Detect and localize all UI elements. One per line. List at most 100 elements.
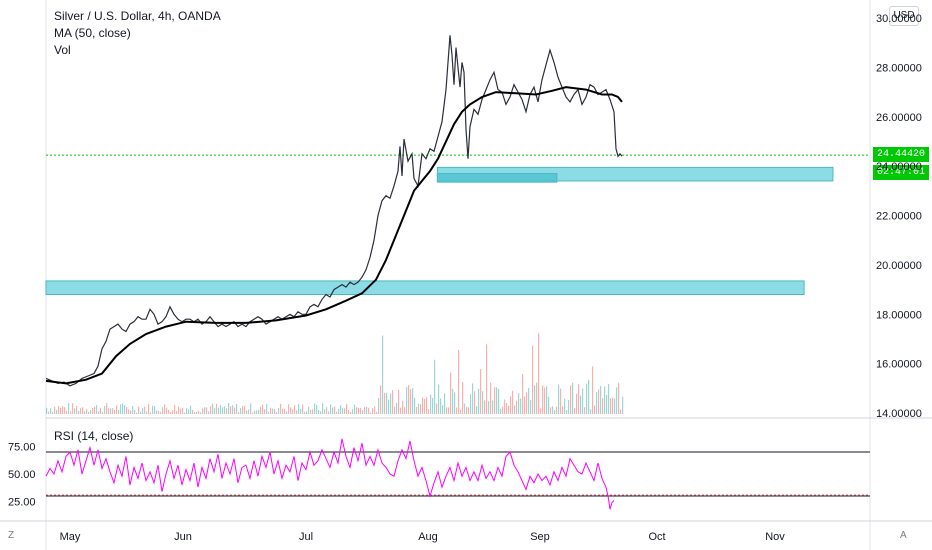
volume-bar [368,407,370,414]
volume-bar [322,403,324,414]
volume-bar [542,385,544,414]
volume-bar [246,410,248,414]
volume-bar [568,400,570,414]
volume-bar [134,409,136,414]
volume-bar [406,387,408,414]
rsi-series-line[interactable] [45,438,615,510]
volume-bar [324,409,326,414]
volume-bar [514,405,516,414]
volume-bar [474,391,476,414]
volume-bar [142,408,144,414]
ma-series-line[interactable] [45,86,623,385]
x-tick-label: Jul [299,531,313,543]
volume-bar [258,409,260,414]
volume-bar [174,404,176,414]
volume-bar [128,409,130,414]
volume-bar [532,345,534,414]
volume-bar [494,387,496,414]
volume-bar [106,403,108,414]
volume-bar [608,384,610,414]
volume-bar [148,403,150,414]
volume-bar [606,394,608,414]
volume-bar [408,385,410,414]
volume-bar [254,410,256,414]
volume-bar [152,405,154,414]
volume-bar [442,405,444,414]
volume-bar [284,408,286,414]
volume-bar [576,393,578,414]
x-tick-label: Aug [418,531,438,543]
ma-indicator-label[interactable]: MA (50, close) [54,26,131,40]
volume-bar [582,388,584,414]
volume-bar [536,382,538,414]
currency-button[interactable]: USD [889,6,919,26]
volume-bar [116,405,118,414]
volume-bar [126,407,128,414]
volume-bar [206,407,208,414]
volume-bar [508,405,510,414]
volume-bar [64,407,66,414]
volume-bar [540,408,542,414]
timezone-icon[interactable]: Z [8,530,15,541]
rsi-tick-label: 25.00 [8,497,36,509]
volume-bar [376,411,378,414]
volume-bar [364,407,366,414]
volume-bar [620,409,622,414]
volume-bar [318,409,320,414]
volume-bar [482,391,484,414]
volume-bar [538,333,540,414]
volume-bar [570,385,572,414]
volume-bar [488,401,490,414]
volume-bar [510,396,512,414]
volume-bar [352,409,354,414]
volume-bar [502,406,504,414]
x-tick-label: Oct [648,531,665,543]
volume-bar [370,412,372,414]
volume-bar [302,404,304,414]
volume-bar [268,411,270,414]
volume-bar [484,400,486,414]
volume-bar [374,406,376,414]
volume-bar [276,412,278,414]
support-zone[interactable] [45,280,805,295]
volume-bar [280,403,282,414]
volume-indicator-label[interactable]: Vol [54,43,71,57]
price-series-line[interactable] [45,35,623,387]
volume-bar [436,403,438,414]
volume-bar [356,407,358,414]
rsi-tick-label: 75.00 [8,442,36,454]
volume-bar [476,406,478,414]
volume-bar [98,411,100,414]
volume-bar [132,405,134,414]
volume-bar [262,404,264,414]
volume-bar [554,409,556,414]
volume-bar [50,408,52,414]
countdown-tag: 02:47:01 [873,165,929,180]
volume-bar [256,410,258,414]
volume-bar [176,410,178,414]
volume-bar [586,383,588,414]
y-tick-label: 28.00000 [876,62,922,74]
y-tick-label: 16.00000 [876,359,922,371]
auto-scale-icon[interactable]: A [900,530,907,541]
volume-bar [562,406,564,414]
volume-bar [450,372,452,414]
volume-bar [362,410,364,414]
volume-bar [404,407,406,414]
volume-bar [166,407,168,414]
volume-bar [196,411,198,414]
volume-bar [588,379,590,414]
volume-bar [600,386,602,414]
volume-bar [274,409,276,414]
volume-bar [264,409,266,414]
volume-bar [82,407,84,414]
volume-bar [478,388,480,414]
volume-bar [198,410,200,414]
rsi-legend-label[interactable]: RSI (14, close) [54,429,134,443]
volume-bar [212,403,214,414]
support-zone[interactable] [436,173,558,183]
volume-bar [216,403,218,414]
last-price-tag: 24.44420 [873,147,929,162]
volume-bar [240,408,242,414]
